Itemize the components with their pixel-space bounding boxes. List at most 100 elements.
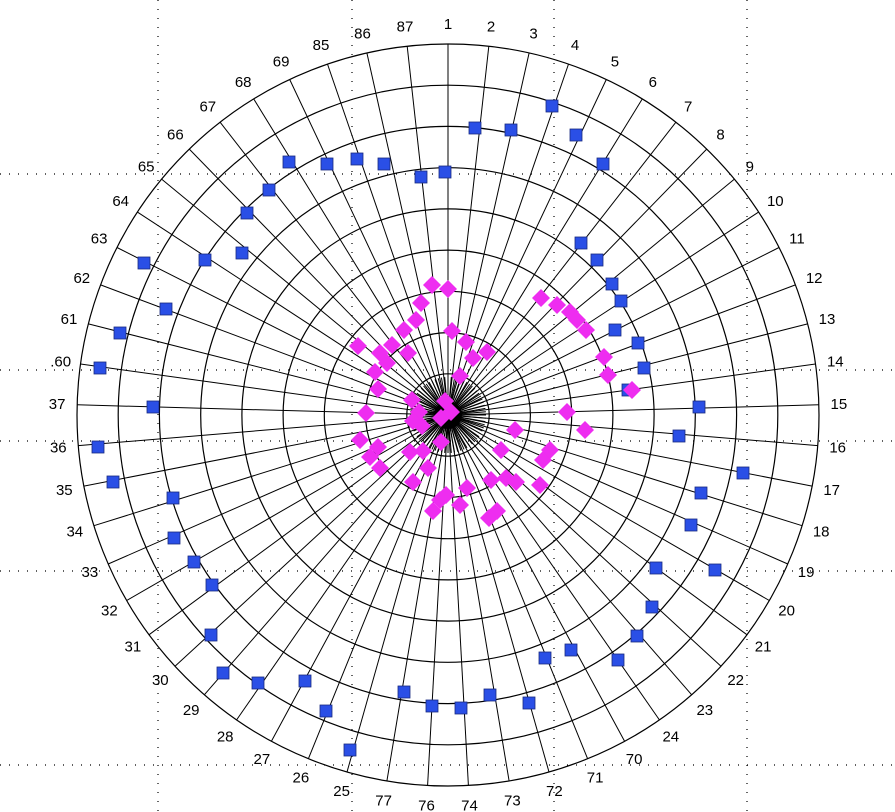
data-point-square: [596, 157, 610, 171]
polar-spoke: [346, 414, 449, 773]
polar-spoke: [203, 414, 449, 696]
data-point-diamond: [451, 496, 469, 514]
data-point-square: [377, 157, 391, 171]
data-point-diamond: [378, 354, 396, 372]
polar-spoke: [116, 247, 449, 416]
polar-spoke: [447, 414, 550, 773]
angle-label: 31: [125, 639, 142, 656]
angle-label: 27: [254, 751, 271, 768]
data-point-diamond: [371, 459, 389, 477]
data-point-diamond: [443, 322, 461, 340]
polar-spoke: [289, 79, 449, 416]
data-point-diamond: [383, 336, 401, 354]
polar-spoke: [447, 178, 735, 416]
angle-label: 30: [152, 672, 169, 689]
data-point-diamond: [351, 431, 369, 449]
data-point-diamond: [407, 311, 425, 329]
data-point-diamond: [464, 349, 482, 367]
angle-label: 4: [571, 37, 579, 54]
polar-spoke: [447, 414, 818, 447]
data-point-square: [574, 236, 588, 250]
polar-spoke: [107, 414, 449, 565]
polar-spoke: [447, 414, 789, 565]
data-point-diamond: [412, 294, 430, 312]
angle-label: 72: [546, 783, 563, 800]
data-point-square: [454, 701, 468, 715]
polar-spoke: [386, 414, 449, 781]
angle-label: 62: [73, 270, 90, 287]
data-point-square: [736, 466, 750, 480]
data-point-square: [483, 688, 497, 702]
angle-label: 76: [418, 797, 435, 812]
angle-label: 33: [82, 564, 99, 581]
angle-label: 26: [293, 769, 310, 786]
angle-label: 1: [444, 16, 452, 33]
angle-label: 25: [333, 783, 350, 800]
data-point-square: [298, 674, 312, 688]
polar-spoke: [137, 211, 449, 416]
angle-label: 69: [273, 53, 290, 70]
data-point-square: [522, 696, 536, 710]
angle-label: 86: [354, 26, 371, 43]
data-point-square: [319, 704, 333, 718]
angle-label: 28: [217, 728, 234, 745]
polar-spoke: [78, 414, 449, 447]
data-point-square: [631, 336, 645, 350]
data-point-diamond: [395, 321, 413, 339]
data-point-square: [91, 440, 105, 454]
polar-spoke: [447, 414, 660, 721]
polar-spoke: [447, 46, 490, 416]
data-point-diamond: [568, 311, 586, 329]
angle-label: 24: [662, 728, 679, 745]
angle-label: 6: [649, 74, 657, 91]
angle-label: 74: [461, 797, 478, 812]
polar-spoke: [80, 363, 449, 416]
data-point-diamond: [548, 296, 566, 314]
polar-spoke: [447, 414, 693, 696]
angle-label: 71: [587, 769, 604, 786]
data-point-square: [438, 165, 452, 179]
polar-spoke: [447, 414, 803, 527]
angle-label: 65: [138, 158, 155, 175]
data-point-square: [137, 256, 151, 270]
data-point-diamond: [437, 486, 455, 504]
polar-spoke: [161, 178, 449, 416]
angle-label: 16: [829, 439, 846, 456]
data-point-diamond: [623, 381, 641, 399]
series-blue-squares: [91, 99, 750, 757]
data-point-diamond: [436, 392, 454, 410]
data-point-square: [630, 629, 644, 643]
data-point-square: [614, 294, 628, 308]
polar-spoke: [174, 414, 449, 667]
data-point-square: [608, 323, 622, 337]
data-point-square: [637, 361, 651, 375]
data-point-diamond: [532, 289, 550, 307]
angle-label: 2: [487, 18, 495, 35]
data-point-square: [605, 277, 619, 291]
data-point-square: [397, 685, 411, 699]
data-point-diamond: [558, 403, 576, 421]
angle-label: 18: [813, 524, 830, 541]
angle-label: 5: [611, 53, 619, 70]
data-point-diamond: [599, 366, 617, 384]
data-point-square: [414, 170, 428, 184]
polar-spoke: [447, 414, 626, 742]
data-point-diamond: [458, 479, 476, 497]
data-point-square: [167, 531, 181, 545]
angle-label: 15: [831, 396, 848, 413]
data-point-square: [204, 628, 218, 642]
series-magenta-diamonds: [349, 276, 641, 527]
polar-spoke: [447, 323, 808, 416]
angle-label: 66: [167, 127, 184, 144]
data-point-diamond: [451, 367, 469, 385]
angle-label: 36: [50, 439, 67, 456]
angle-label: 7: [684, 98, 692, 115]
polar-spoke: [83, 414, 449, 487]
angle-label: 85: [313, 37, 330, 54]
angle-label: 23: [696, 702, 713, 719]
data-point-square: [216, 666, 230, 680]
polar-spoke: [366, 52, 449, 416]
angle-label: 70: [626, 751, 643, 768]
angle-label: 13: [819, 311, 836, 328]
